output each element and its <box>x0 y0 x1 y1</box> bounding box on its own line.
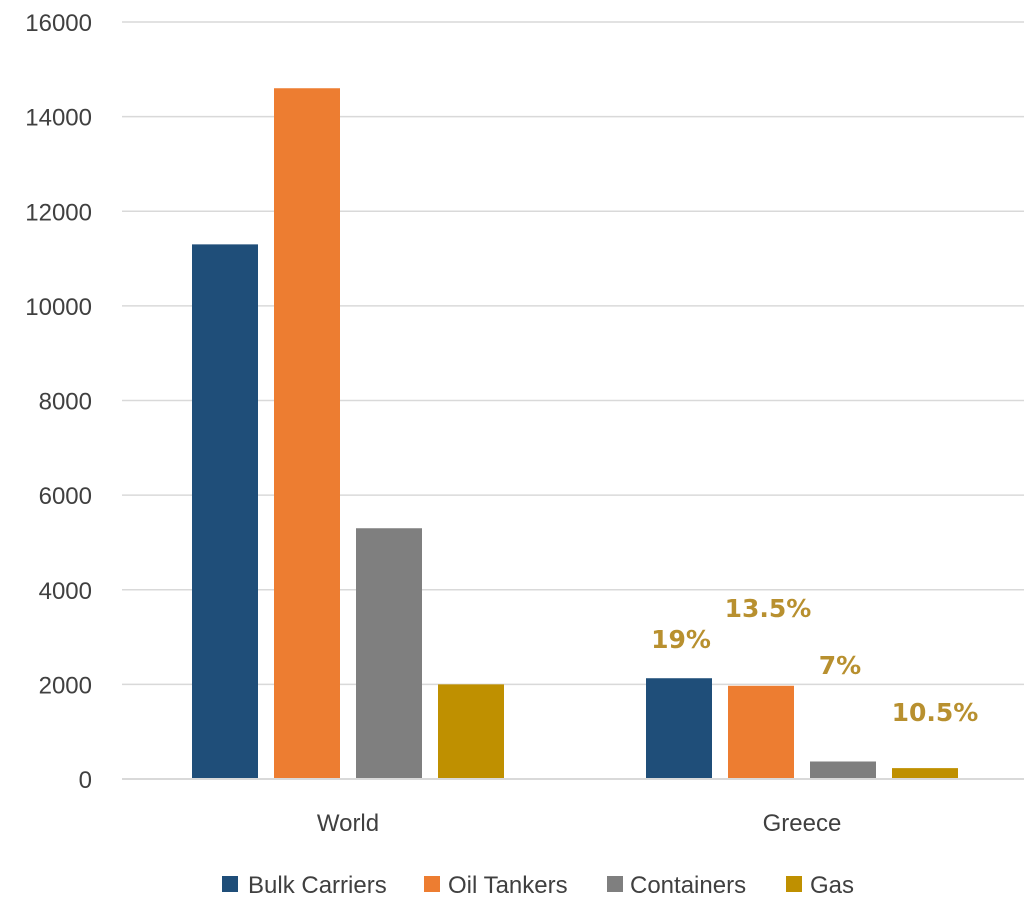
y-tick-label: 8000 <box>39 389 92 416</box>
legend-swatch <box>607 876 623 892</box>
y-tick-label: 16000 <box>25 10 92 37</box>
bar-world-oil-tankers <box>274 88 340 780</box>
data-labels: 19% 13.5%7% 10.5% <box>651 594 978 727</box>
bar-world-bulk-carriers <box>192 244 258 779</box>
legend-swatch <box>786 876 802 892</box>
bar-greece-gas <box>892 768 958 779</box>
x-axis: World Greece <box>122 778 1024 837</box>
x-category-label: World <box>317 810 379 837</box>
legend-label: Oil Tankers <box>448 872 568 898</box>
bars <box>192 88 958 780</box>
legend-item: Bulk Carriers <box>222 872 387 898</box>
data-label: 19% <box>651 625 711 654</box>
bar-world-containers <box>356 528 422 779</box>
bar-greece-containers <box>810 761 876 779</box>
legend-label: Containers <box>630 872 746 898</box>
data-label: 13.5% <box>725 594 812 623</box>
bar-greece-oil-tankers <box>728 685 794 779</box>
bar-world-gas <box>438 684 504 779</box>
legend-item: Gas <box>786 872 854 898</box>
gridlines <box>122 21 1024 686</box>
y-tick-label: 4000 <box>39 578 92 605</box>
legend-label: Bulk Carriers <box>248 872 387 898</box>
legend: Bulk Carriers Oil Tankers Containers Gas <box>222 872 854 898</box>
legend-item: Oil Tankers <box>424 872 568 898</box>
bar-greece-bulk-carriers <box>646 678 712 779</box>
data-label: 7% <box>819 651 861 680</box>
y-tick-label: 0 <box>79 767 92 794</box>
legend-label: Gas <box>810 872 854 898</box>
y-tick-label: 14000 <box>25 105 92 132</box>
data-label: 10.5% <box>892 698 979 727</box>
y-axis: 0 2000 4000 6000 8000 10000 12000 14000 16000 <box>25 10 92 794</box>
x-category-label: Greece <box>763 810 842 837</box>
y-tick-label: 2000 <box>39 672 92 699</box>
legend-swatch <box>222 876 238 892</box>
y-tick-label: 6000 <box>39 483 92 510</box>
y-tick-label: 12000 <box>25 199 92 226</box>
legend-swatch <box>424 876 440 892</box>
y-tick-label: 10000 <box>25 294 92 321</box>
legend-item: Containers <box>607 872 746 898</box>
